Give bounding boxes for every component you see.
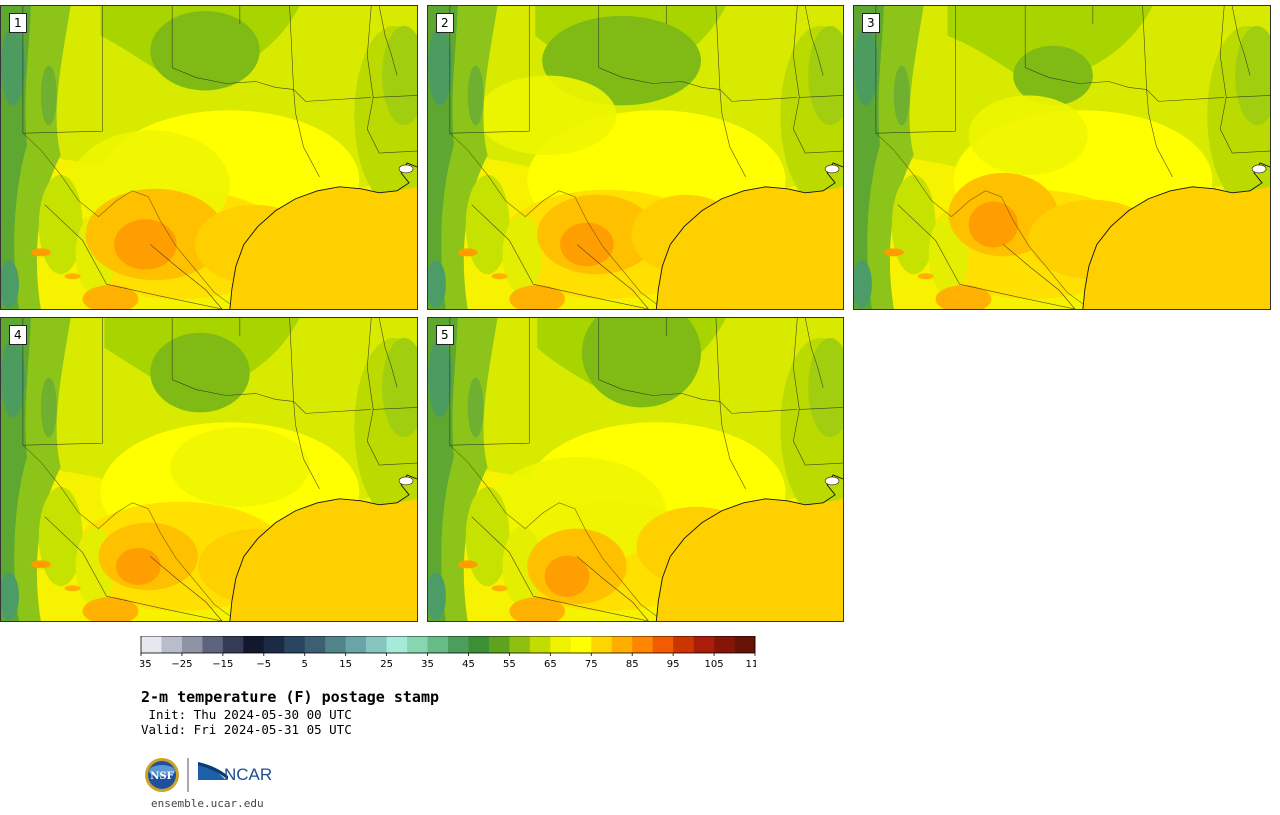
colorbar-bin (591, 636, 613, 653)
colorbar-tick-label: −5 (256, 659, 271, 670)
member-label-5: 5 (436, 325, 454, 345)
nsf-ncar-logos: NSF NCAR (145, 758, 272, 792)
colorbar-bin (325, 636, 346, 653)
colorbar-bin (693, 636, 715, 653)
ncar-logo-text: NCAR (224, 765, 272, 784)
colorbar-tick-label: 65 (544, 659, 557, 670)
plot-title: 2-m temperature (F) postage stamp (141, 688, 440, 706)
colorbar-tick-label: −35 (140, 659, 152, 670)
colorbar-tick-label: 45 (462, 659, 475, 670)
colorbar-tick-label: 55 (503, 659, 516, 670)
colorbar-bin (714, 636, 735, 653)
ncar-logo-icon: NCAR (198, 762, 272, 784)
member-label-1: 1 (9, 13, 27, 33)
colorbar-bin (448, 636, 469, 653)
nsf-logo-text: NSF (150, 771, 173, 782)
ensemble-member-panel-5: 5 (427, 317, 844, 622)
colorbar-bin (468, 636, 490, 653)
colorbar-bin (611, 636, 633, 653)
colorbar-tick-label: −15 (212, 659, 233, 670)
temperature-map-1 (1, 6, 417, 309)
colorbar-tick-label: 5 (302, 659, 308, 670)
colorbar-bin (284, 636, 306, 653)
colorbar-tick-label: 15 (339, 659, 352, 670)
nsf-logo-icon: NSF (145, 758, 179, 792)
colorbar-bin (632, 636, 653, 653)
colorbar-bin (652, 636, 674, 653)
temperature-colorbar: −35 −25 −15 −5 5 15 25 35 45 55 65 75 85 95 105 115 (140, 636, 756, 670)
colorbar-bin (263, 636, 285, 653)
ensemble-member-panel-4: 4 (0, 317, 418, 622)
colorbar-bin (488, 636, 510, 653)
colorbar-tick-label: 35 (421, 659, 434, 670)
site-url: ensemble.ucar.edu (151, 797, 264, 810)
ensemble-member-panel-3: 3 (853, 5, 1271, 310)
member-label-4: 4 (9, 325, 27, 345)
temperature-map-3 (854, 6, 1270, 309)
member-label-3: 3 (862, 13, 880, 33)
colorbar-bin (386, 636, 408, 653)
colorbar-tick-label: 25 (380, 659, 393, 670)
colorbar-bin (529, 636, 551, 653)
colorbar-bin (366, 636, 387, 653)
colorbar-bin (202, 636, 224, 653)
init-time: Init: Thu 2024-05-30 00 UTC (141, 707, 352, 722)
colorbar-bin (141, 636, 162, 653)
colorbar-tick-label: 85 (626, 659, 639, 670)
colorbar-bin (550, 636, 572, 653)
temperature-map-5 (428, 318, 843, 621)
ensemble-member-panel-2: 2 (427, 5, 844, 310)
colorbar-bin (345, 636, 367, 653)
colorbar-tick-label: 115 (745, 659, 756, 670)
colorbar-tick-label: −25 (171, 659, 192, 670)
ensemble-member-panel-1: 1 (0, 5, 418, 310)
colorbar-bin (673, 636, 694, 653)
colorbar-tick-label: 75 (585, 659, 598, 670)
temperature-map-4 (1, 318, 417, 621)
colorbar-bin (407, 636, 428, 653)
colorbar-tick-label: 95 (667, 659, 680, 670)
temperature-map-2 (428, 6, 843, 309)
colorbar-bin (243, 636, 265, 653)
member-label-2: 2 (436, 13, 454, 33)
colorbar-bin (181, 636, 203, 653)
valid-time: Valid: Fri 2024-05-31 05 UTC (141, 722, 352, 737)
colorbar-bin (304, 636, 326, 653)
colorbar-tick-label: 105 (705, 659, 724, 670)
colorbar-bin (734, 636, 756, 653)
colorbar-bin (161, 636, 183, 653)
colorbar-bin (427, 636, 449, 653)
colorbar-bin (509, 636, 531, 653)
colorbar-bin (570, 636, 592, 653)
colorbar-bin (222, 636, 244, 653)
